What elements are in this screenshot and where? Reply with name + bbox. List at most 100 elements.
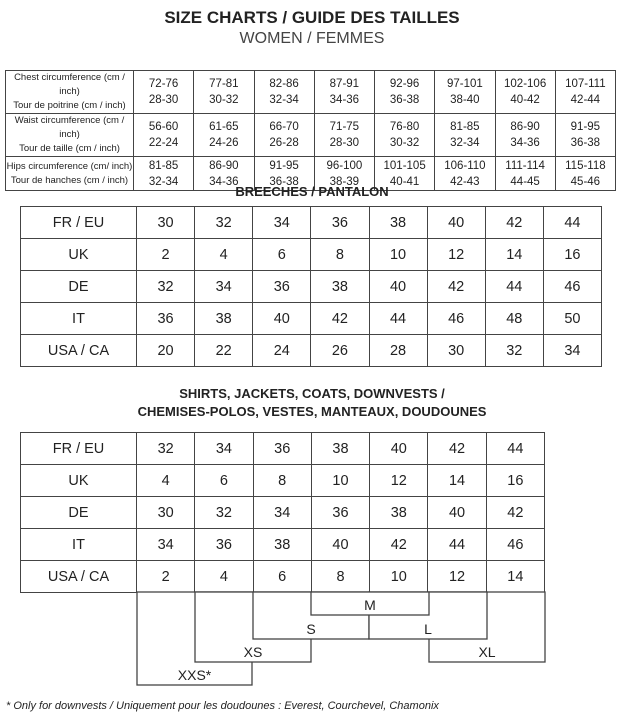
size-cell: 30 (135, 206, 196, 239)
value-inch: 34-36 (209, 175, 239, 188)
value-inch: 32-34 (450, 137, 480, 149)
row-label: UK (20, 464, 137, 497)
row-label-en: Hips circumference (cm/ inch) (6, 160, 133, 172)
size-cell: 36 (252, 432, 312, 465)
row-label: Chest circumference (cm / inch) Tour de p… (5, 70, 134, 114)
size-cell: 46 (426, 302, 486, 335)
row-label-en: Chest circumference (cm / inch) (14, 72, 125, 97)
value-cm: 91-95 (269, 159, 299, 172)
size-cell: 14 (485, 560, 546, 593)
measurement-cell: 91-95 36-38 (253, 156, 315, 191)
row-label: IT (20, 302, 137, 335)
size-cell: 44 (542, 206, 603, 239)
table-row: Hips circumference (cm/ inch) Tour de han… (5, 156, 617, 191)
measurement-cell: 102-106 40-42 (494, 70, 556, 114)
table-row: FR / EU 32 34 36 38 40 42 44 (20, 432, 546, 465)
size-cell: 8 (310, 560, 371, 593)
letter-size-label: M (364, 597, 376, 613)
footnote: * Only for downvests / Uniquement pour l… (6, 700, 439, 712)
letter-size-label: L (424, 621, 432, 637)
size-cell: 38 (369, 496, 429, 529)
size-cell: 46 (485, 528, 546, 561)
value-cm: 77-81 (209, 78, 239, 90)
size-cell: 44 (485, 432, 546, 465)
value-inch: 34-36 (510, 137, 540, 149)
value-inch: 24-26 (209, 137, 239, 149)
size-cell: 38 (368, 206, 428, 239)
size-cell: 26 (310, 334, 370, 367)
value-inch: 22-24 (148, 137, 179, 149)
measurement-cell: 72-76 28-30 (132, 70, 195, 114)
value-inch: 28-30 (148, 94, 179, 106)
size-cell: 10 (310, 464, 371, 497)
measurement-cell: 76-80 30-32 (373, 113, 436, 157)
value-inch: 38-40 (450, 94, 480, 106)
value-inch: 30-32 (389, 137, 420, 149)
value-cm: 101-105 (383, 159, 426, 172)
size-cell: 44 (484, 270, 544, 303)
value-cm: 115-118 (565, 159, 606, 172)
measurement-cell: 111-114 44-45 (494, 156, 556, 191)
measurement-cell: 96-100 38-39 (313, 156, 376, 191)
value-inch: 42-43 (450, 175, 480, 188)
row-label: Hips circumference (cm/ inch) Tour de han… (5, 156, 134, 191)
row-label-en: Waist circumference (cm / inch) (14, 115, 125, 140)
value-cm: 91-95 (570, 121, 601, 133)
table-row: UK 2 4 6 8 10 12 14 16 (20, 238, 603, 271)
value-inch: 45-46 (570, 175, 601, 188)
size-cell: 32 (194, 496, 254, 529)
size-cell: 40 (310, 528, 371, 561)
shirts-title-line1: SHIRTS, JACKETS, COATS, DOWNVESTS / (179, 386, 445, 401)
size-cell: 38 (310, 432, 371, 465)
row-label: USA / CA (20, 334, 137, 367)
value-cm: 81-85 (450, 121, 480, 133)
measurement-cell: 91-95 36-38 (554, 113, 617, 157)
size-cell: 32 (484, 334, 544, 367)
size-cell: 42 (484, 206, 544, 239)
value-cm: 86-90 (209, 159, 239, 172)
size-cell: 40 (368, 270, 428, 303)
letter-size-label: XL (478, 644, 495, 660)
table-row: DE 32 34 36 38 40 42 44 46 (20, 270, 603, 303)
value-inch: 38-39 (329, 175, 360, 188)
letter-size-label: XS (244, 644, 263, 660)
shirts-table: FR / EU 32 34 36 38 40 42 44 UK 4 6 8 10 12 14 16 DE 30 32… (20, 432, 546, 593)
row-label-fr: Tour de hanches (cm / inch) (10, 174, 129, 186)
table-row: USA / CA 2 4 6 8 10 12 14 (20, 560, 546, 593)
measurement-cell: 101-105 40-41 (373, 156, 436, 191)
row-label: IT (20, 528, 137, 561)
bracket-m (310, 591, 430, 616)
value-cm: 96-100 (326, 159, 363, 172)
size-cell: 34 (194, 270, 254, 303)
value-inch: 36-38 (570, 137, 601, 149)
measurement-cell: 92-96 36-38 (373, 70, 436, 114)
measurement-cell: 77-81 30-32 (193, 70, 255, 114)
table-row: FR / EU 30 32 34 36 38 40 42 44 (20, 206, 603, 239)
size-cell: 40 (427, 496, 487, 529)
table-row: IT 36 38 40 42 44 46 48 50 (20, 302, 603, 335)
value-cm: 87-91 (329, 78, 360, 90)
table-row: Waist circumference (cm / inch) Tour de t… (5, 113, 617, 157)
value-inch: 40-41 (389, 175, 420, 188)
measurement-cell: 71-75 28-30 (313, 113, 376, 157)
size-cell: 40 (426, 206, 486, 239)
measurement-cell: 106-110 42-43 (434, 156, 496, 191)
size-cell: 4 (194, 560, 254, 593)
value-cm: 97-101 (446, 78, 483, 90)
size-cell: 20 (135, 334, 196, 367)
table-row: USA / CA 20 22 24 26 28 30 32 34 (20, 334, 603, 367)
measurement-cell: 86-90 34-36 (193, 156, 255, 191)
size-cell: 34 (252, 496, 312, 529)
size-cell: 32 (194, 206, 254, 239)
table-row: Chest circumference (cm / inch) Tour de p… (5, 70, 617, 114)
size-cell: 36 (194, 528, 254, 561)
row-label-fr: Tour de taille (cm / inch) (19, 143, 120, 154)
value-cm: 82-86 (269, 78, 299, 90)
shirts-title-line2: CHEMISES-POLOS, VESTES, MANTEAUX, DOUDOU… (137, 404, 487, 419)
breeches-table: FR / EU 30 32 34 36 38 40 42 44 UK 2 4 6 8 10 12 14 16 DE 3… (20, 206, 603, 367)
size-cell: 40 (252, 302, 312, 335)
value-cm: 71-75 (329, 121, 360, 133)
size-cell: 36 (252, 270, 312, 303)
